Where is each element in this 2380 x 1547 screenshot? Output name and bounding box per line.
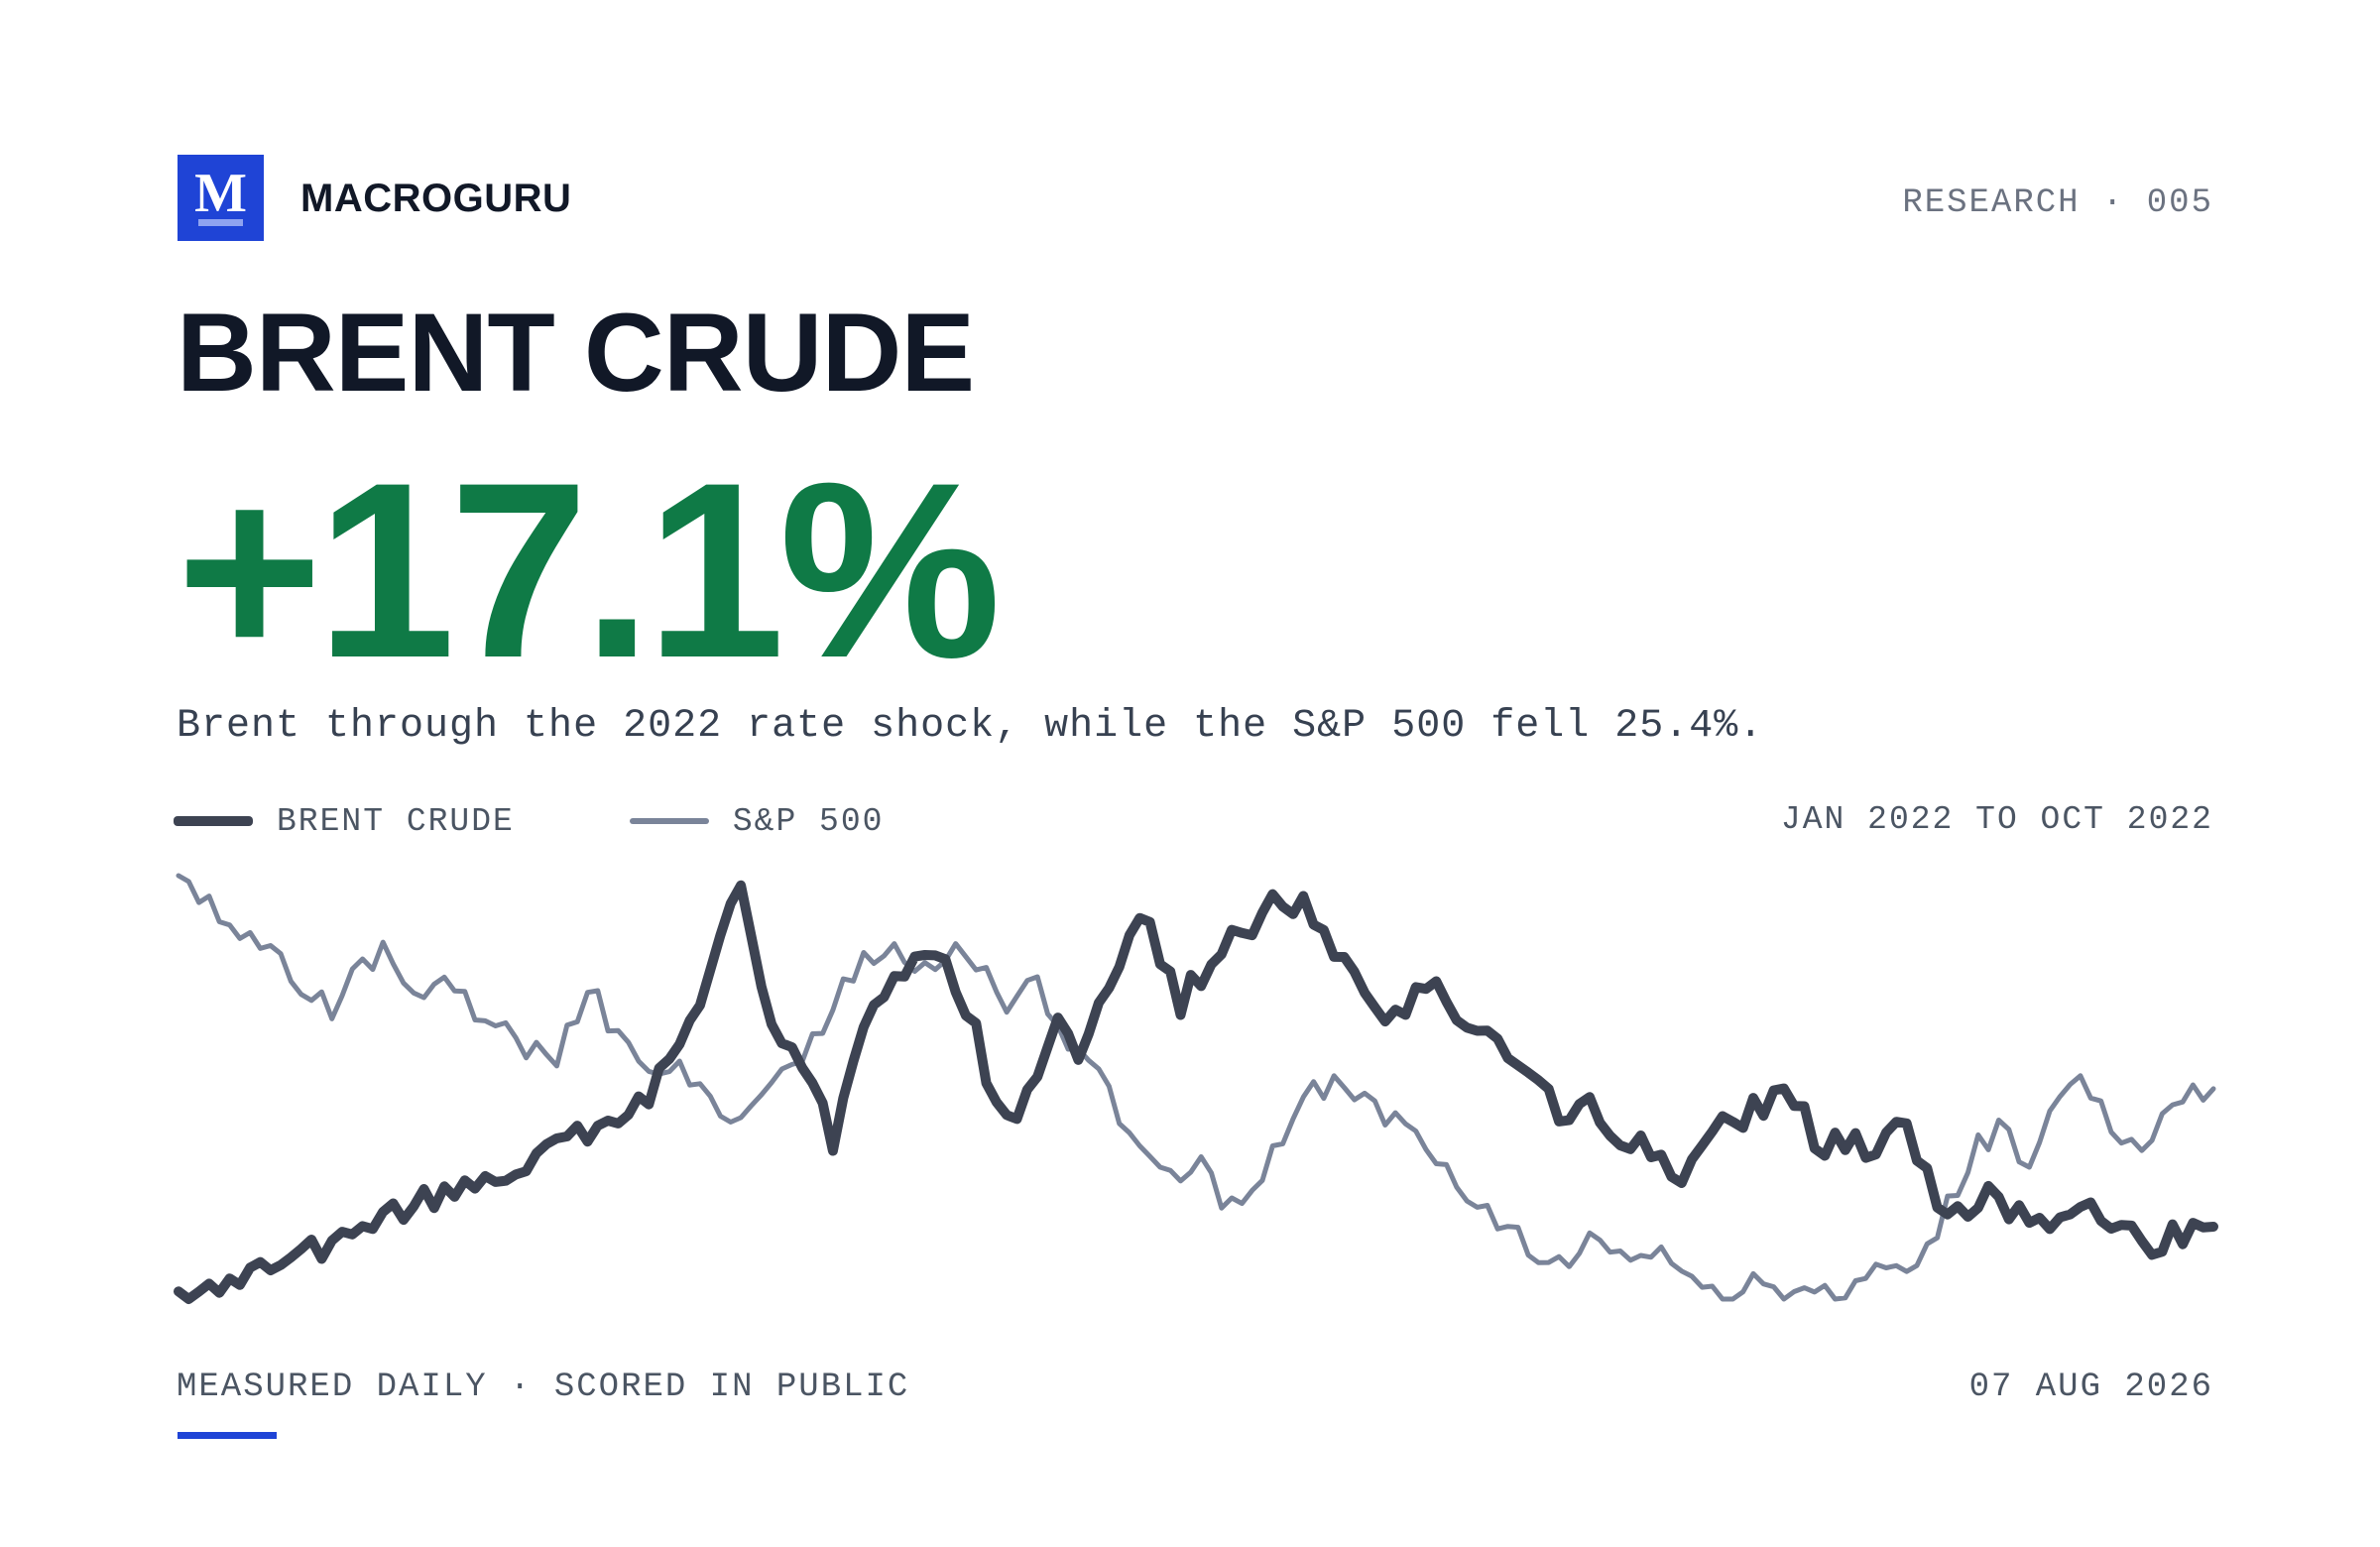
brand-logo: M [178,155,264,241]
footer-date: 07 AUG 2026 [1968,1368,2213,1406]
logo-underline [198,219,243,226]
logo-letter: M [194,162,247,224]
page-title: BRENT CRUDE [177,291,975,415]
legend-swatch-brent [174,816,253,826]
footer-tagline: MEASURED DAILY · SCORED IN PUBLIC [177,1368,910,1406]
footer-accent-bar [178,1432,277,1439]
legend-item-spx: S&P 500 [629,802,885,840]
headline-value: +17.1% [177,431,1002,710]
legend-swatch-spx [629,818,709,824]
series-line-spx [176,873,2216,1302]
brand-name: MACROGURU [300,177,572,220]
legend-label-spx: S&P 500 [732,802,885,840]
chart-date-range: JAN 2022 TO OCT 2022 [1780,801,2213,838]
legend-label-brent: BRENT CRUDE [277,802,515,840]
chart-legend: BRENT CRUDE S&P 500 [174,801,999,841]
headline-subtitle: Brent through the 2022 rate shock, while… [177,704,1764,749]
legend-item-brent: BRENT CRUDE [174,803,515,840]
series-line-brent [174,880,2218,1304]
research-reference: RESEARCH · 005 [1902,184,2213,222]
